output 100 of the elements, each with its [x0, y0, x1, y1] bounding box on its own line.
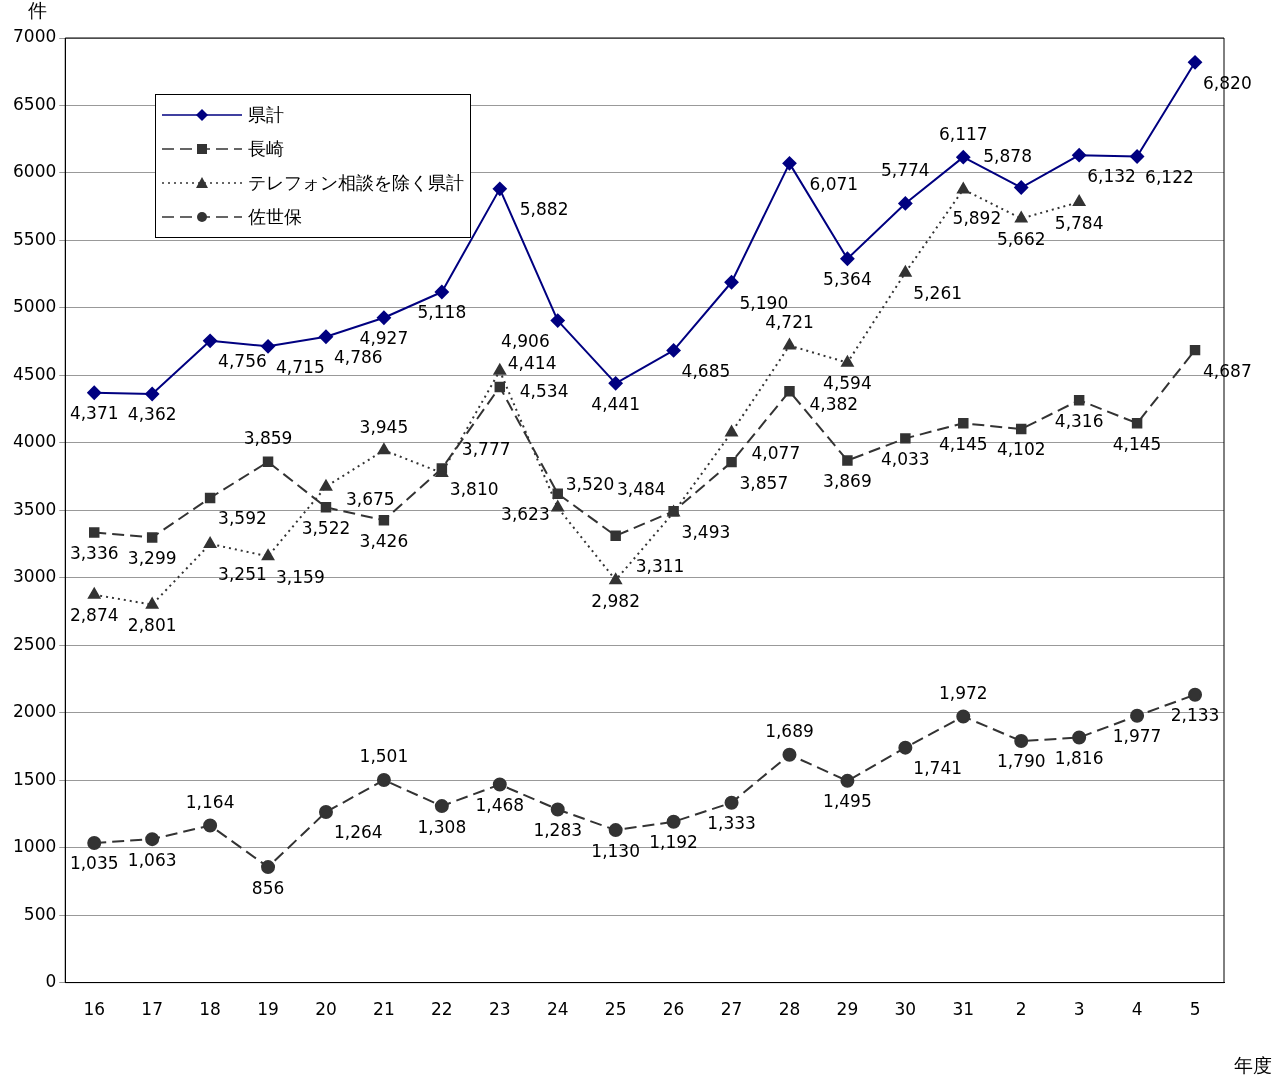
data-label: 1,164 [185, 791, 235, 812]
y-tick-label: 7000 [13, 26, 57, 47]
x-tick-label: 25 [604, 999, 627, 1020]
data-label: 1,283 [533, 819, 583, 840]
data-label: 3,592 [218, 508, 267, 529]
data-label: 1,333 [707, 813, 756, 834]
data-label: 4,687 [1203, 360, 1252, 381]
data-label: 5,261 [913, 283, 963, 304]
x-tick-label: 30 [894, 999, 917, 1020]
y-tick-label: 4000 [13, 431, 57, 452]
data-label: 4,077 [751, 442, 801, 463]
data-label: 4,756 [218, 351, 267, 372]
data-label: 4,145 [1112, 433, 1162, 454]
data-label: 1,689 [765, 721, 814, 742]
data-label: 6,132 [1087, 165, 1136, 186]
legend-label: テレフォン相談を除く県計 [248, 171, 464, 195]
data-label: 3,336 [69, 542, 119, 563]
y-tick-label: 5500 [13, 228, 57, 249]
data-label: 5,882 [519, 199, 569, 220]
x-tick-label: 20 [315, 999, 337, 1020]
legend-label: 県計 [248, 103, 284, 127]
data-label: 4,906 [501, 330, 550, 351]
data-label: 4,441 [591, 393, 640, 414]
data-label: 3,522 [301, 517, 351, 538]
data-label: 1,977 [1112, 726, 1162, 747]
x-tick-label: 24 [546, 999, 569, 1020]
y-tick-label: 6000 [13, 161, 57, 182]
data-label: 4,721 [765, 311, 814, 332]
data-label: 1,501 [359, 746, 409, 767]
data-label: 4,534 [519, 381, 569, 402]
data-label: 1,035 [69, 853, 119, 874]
data-label: 2,801 [127, 615, 177, 636]
data-label: 4,715 [276, 356, 325, 377]
data-label: 5,784 [1054, 212, 1104, 233]
y-tick-label: 1000 [13, 836, 57, 857]
data-label: 6,117 [938, 123, 988, 144]
data-label: 1,264 [333, 822, 383, 843]
y-tick-label: 0 [45, 971, 57, 992]
data-label: 5,190 [739, 292, 789, 313]
data-label: 1,495 [823, 791, 872, 812]
y-tick-label: 500 [23, 903, 57, 924]
data-label: 5,118 [417, 302, 467, 323]
data-label: 4,316 [1054, 410, 1104, 431]
data-label: 5,892 [952, 207, 1002, 228]
x-tick-label: 18 [199, 999, 221, 1020]
data-label: 4,786 [333, 347, 383, 368]
data-label: 3,426 [359, 530, 409, 551]
data-label: 3,857 [739, 472, 789, 493]
data-label: 5,878 [983, 145, 1032, 166]
data-label: 4,414 [507, 353, 557, 374]
data-label: 3,945 [359, 416, 409, 437]
data-label: 4,362 [127, 404, 177, 425]
data-label: 856 [251, 877, 285, 898]
x-axis-title: 年度 [1234, 1053, 1272, 1076]
x-tick-label: 3 [1073, 999, 1085, 1020]
data-label: 5,364 [823, 269, 872, 290]
data-label: 1,816 [1054, 747, 1104, 768]
data-label: 4,685 [681, 360, 731, 381]
y-tick-label: 3000 [13, 566, 57, 587]
data-label: 1,468 [475, 794, 525, 815]
data-label: 3,869 [823, 470, 872, 491]
data-label: 1,308 [417, 816, 467, 837]
data-label: 3,859 [243, 428, 293, 449]
data-label: 6,071 [809, 173, 859, 194]
data-label: 1,972 [938, 682, 988, 703]
x-tick-label: 23 [488, 999, 511, 1020]
y-tick-label: 1500 [13, 768, 57, 789]
x-tick-label: 27 [720, 999, 743, 1020]
data-label: 3,777 [461, 439, 511, 460]
data-label: 2,982 [591, 590, 640, 611]
data-label: 1,741 [913, 758, 963, 779]
data-label: 3,493 [681, 521, 731, 542]
x-tick-label: 31 [952, 999, 975, 1020]
data-label: 5,662 [996, 228, 1046, 249]
data-label: 3,299 [127, 547, 177, 568]
data-label: 5,774 [881, 159, 930, 180]
x-tick-label: 21 [373, 999, 395, 1020]
data-label: 6,122 [1145, 166, 1194, 187]
x-tick-label: 5 [1189, 999, 1201, 1020]
data-label: 4,594 [823, 373, 872, 394]
data-label: 4,371 [69, 403, 119, 424]
x-tick-label: 16 [83, 999, 106, 1020]
data-label: 1,130 [591, 840, 640, 861]
data-label: 4,382 [809, 393, 859, 414]
data-label: 1,790 [996, 751, 1046, 772]
data-label: 4,102 [996, 439, 1046, 460]
data-label: 3,520 [565, 474, 615, 495]
x-tick-label: 19 [257, 999, 279, 1020]
y-tick-label: 2500 [13, 633, 57, 654]
data-label: 3,623 [501, 504, 550, 525]
y-tick-label: 6500 [13, 93, 57, 114]
data-label: 3,251 [218, 564, 267, 585]
data-label: 2,133 [1170, 705, 1220, 726]
legend-label: 佐世保 [248, 205, 302, 229]
x-tick-label: 26 [662, 999, 685, 1020]
x-tick-label: 4 [1131, 999, 1143, 1020]
data-label: 3,311 [635, 556, 685, 577]
data-label: 3,810 [449, 478, 499, 499]
x-tick-label: 22 [431, 999, 453, 1020]
x-tick-label: 28 [778, 999, 801, 1020]
